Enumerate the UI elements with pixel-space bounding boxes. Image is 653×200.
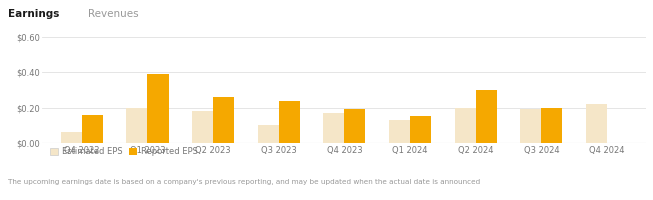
Bar [586, 104, 607, 143]
Bar [520, 109, 541, 143]
Bar [279, 101, 300, 143]
Bar [213, 97, 234, 143]
Text: Revenues: Revenues [88, 9, 139, 19]
Bar [454, 108, 476, 143]
Bar [476, 90, 497, 143]
Bar [258, 125, 279, 143]
Legend: Estimated EPS, Reported EPS: Estimated EPS, Reported EPS [46, 144, 200, 160]
Bar [345, 109, 366, 143]
Bar [410, 116, 431, 143]
Bar [541, 108, 562, 143]
Text: Earnings: Earnings [8, 9, 59, 19]
Bar [148, 74, 168, 143]
Bar [61, 132, 82, 143]
Bar [323, 113, 345, 143]
Bar [192, 111, 213, 143]
Bar [127, 108, 148, 143]
Bar [82, 115, 103, 143]
Bar [389, 120, 410, 143]
Text: The upcoming earnings date is based on a company's previous reporting, and may b: The upcoming earnings date is based on a… [8, 179, 480, 185]
